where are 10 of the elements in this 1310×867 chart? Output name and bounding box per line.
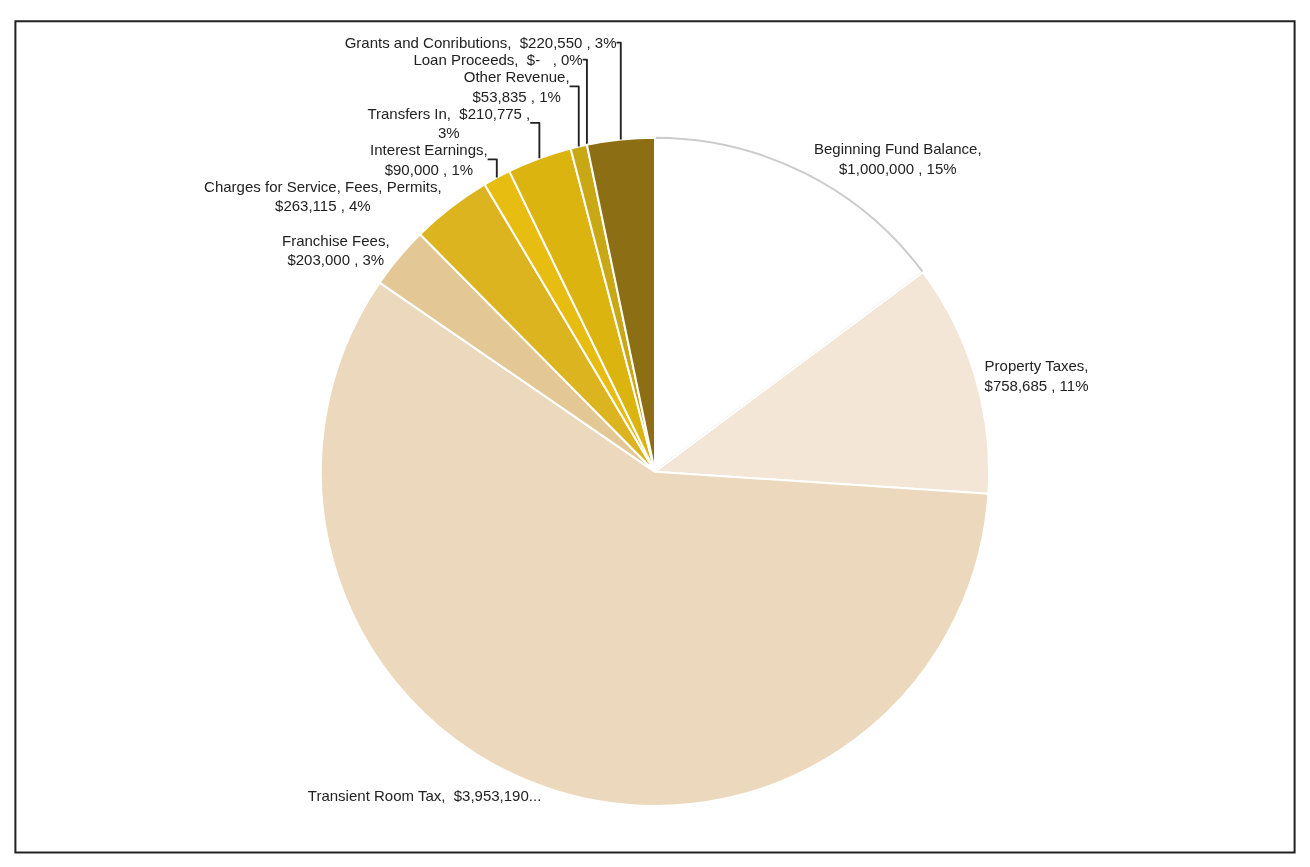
slice-label: Transient Room Tax, $3,953,190...: [307, 786, 542, 804]
slice-label: Charges for Service, Fees, Permits, $263,115 , 4%: [204, 177, 442, 215]
slice-label: Interest Earnings, $90,000 , 1%: [370, 141, 488, 178]
slice-label: Franchise Fees, $203,000 , 3%: [282, 231, 390, 269]
slice-label: Grants and Conributions, $220,550 , 3%: [344, 34, 617, 52]
slice-label: Transfers In, $210,775 , 3%: [367, 104, 531, 142]
slice-label: Property Taxes, $758,685 , 11%: [984, 357, 1089, 394]
slice-label: Beginning Fund Balance, $1,000,000 , 15%: [814, 140, 982, 177]
slice-label: Other Revenue, $53,835 , 1%: [463, 68, 570, 105]
category-label: Loan Proceeds, $- , 0%: [413, 51, 583, 69]
